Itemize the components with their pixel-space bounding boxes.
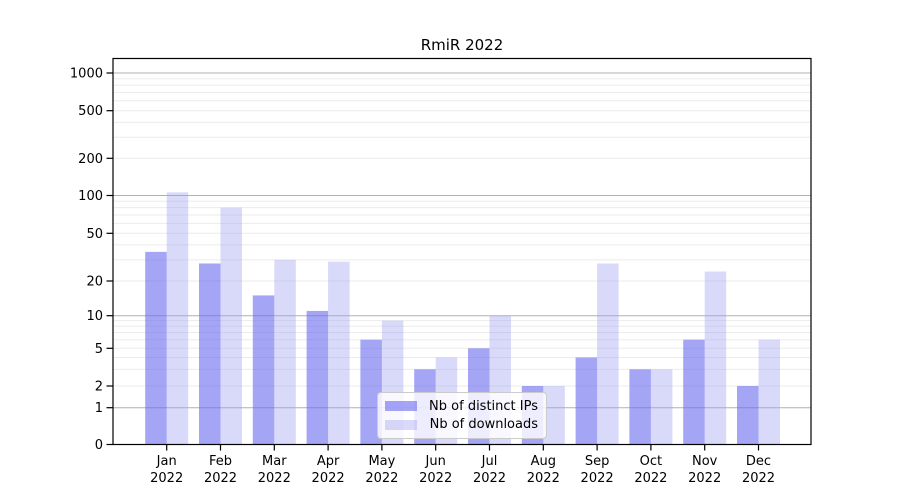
x-tick-label: 2022 — [688, 471, 721, 486]
bar-apr-distinct-ips — [306, 310, 329, 445]
x-tick-label: Oct — [640, 454, 662, 469]
x-tick-label: 2022 — [258, 471, 291, 486]
legend-label-downloads: Nb of downloads — [429, 417, 538, 433]
bar-feb-downloads — [220, 207, 242, 445]
bar-mar-downloads — [274, 259, 296, 445]
x-tick-label: 2022 — [473, 471, 506, 486]
x-tick-label: Sep — [585, 454, 610, 469]
x-tick-label: 2022 — [581, 471, 614, 486]
y-tick-label: 200 — [78, 152, 103, 167]
x-tick-label: Feb — [209, 454, 232, 469]
x-tick-label: Aug — [531, 454, 556, 469]
x-tick-label: May — [368, 454, 395, 469]
bar-aug-downloads — [543, 386, 565, 445]
bar-feb-distinct-ips — [199, 263, 221, 445]
y-tick-label: 20 — [86, 275, 103, 290]
x-tick-label: 2022 — [634, 471, 667, 486]
bar-apr-downloads — [328, 261, 350, 445]
bar-nov-downloads — [704, 271, 727, 445]
legend-swatch-downloads — [385, 419, 417, 430]
bar-jan-distinct-ips — [145, 251, 167, 445]
x-tick-label: 2022 — [150, 471, 183, 486]
y-tick-label: 5 — [95, 342, 103, 357]
y-tick-label: 1000 — [70, 67, 103, 82]
x-tick-label: 2022 — [312, 471, 345, 486]
x-tick-label: Dec — [746, 454, 771, 469]
plot-border — [112, 57, 812, 446]
legend-item-downloads: Nb of downloads — [385, 417, 538, 432]
legend-item-distinct-ips: Nb of distinct IPs — [385, 399, 538, 414]
x-tick-label: Apr — [317, 454, 340, 469]
x-tick-label: Mar — [262, 454, 287, 469]
y-tick-label: 1 — [95, 401, 103, 416]
x-tick-label: 2022 — [365, 471, 398, 486]
bar-oct-distinct-ips — [629, 369, 651, 445]
bar-sep-downloads — [597, 263, 619, 445]
bar-mar-distinct-ips — [252, 295, 275, 445]
y-tick-label: 10 — [86, 309, 103, 324]
x-tick-label: Jul — [481, 454, 498, 469]
y-tick-label: 500 — [78, 104, 103, 119]
legend-label-distinct-ips: Nb of distinct IPs — [429, 398, 538, 414]
bar-dec-distinct-ips — [737, 386, 759, 445]
y-tick-label: 0 — [95, 438, 103, 453]
x-tick-label: 2022 — [204, 471, 237, 486]
x-tick-label: 2022 — [419, 471, 452, 486]
y-tick-label: 100 — [78, 189, 103, 204]
bar-oct-downloads — [650, 369, 673, 445]
chart-title: RmiR 2022 — [420, 36, 504, 54]
y-tick-label: 2 — [95, 380, 103, 395]
bar-jan-downloads — [166, 192, 189, 445]
legend-swatch-distinct-ips — [385, 401, 417, 412]
x-tick-label: Nov — [692, 454, 718, 469]
bar-nov-distinct-ips — [683, 339, 705, 445]
x-tick-label: 2022 — [742, 471, 775, 486]
y-tick-label: 50 — [86, 227, 103, 242]
legend: Nb of distinct IPs Nb of downloads — [377, 392, 547, 439]
bar-may-distinct-ips — [360, 339, 382, 445]
bar-sep-distinct-ips — [575, 357, 598, 445]
x-tick-label: Jun — [425, 454, 446, 469]
x-tick-label: Jan — [156, 454, 177, 469]
bar-dec-downloads — [758, 339, 780, 445]
x-tick-label: 2022 — [527, 471, 560, 486]
